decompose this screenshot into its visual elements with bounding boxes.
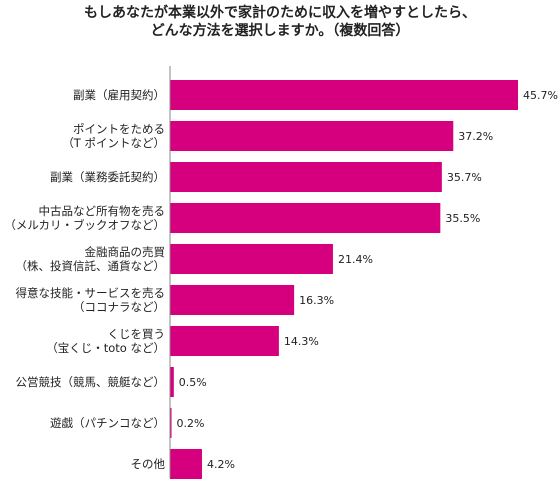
category-label-3-1: （メルカリ・ブックオフなど）	[4, 218, 165, 232]
value-label-9: 4.2%	[207, 458, 235, 471]
bar-5	[170, 285, 295, 315]
value-label-5: 16.3%	[299, 294, 334, 307]
chart-title-line-2: どんな方法を選択しますか。（複数回答）	[150, 23, 410, 39]
category-label-6-0: くじを買う	[108, 327, 166, 341]
value-label-6: 14.3%	[284, 335, 319, 348]
bar-2	[170, 162, 442, 192]
category-label-2-0: 副業（業務委託契約）	[50, 170, 165, 184]
value-label-1: 37.2%	[458, 130, 493, 143]
chart-title-line-1: もしあなたが本業以外で家計のために収入を増やすとしたら、	[84, 5, 476, 21]
bar-7	[170, 367, 174, 397]
value-label-8: 0.2%	[177, 417, 205, 430]
category-label-4-0: 金融商品の売買	[85, 245, 166, 259]
category-label-4-1: （株、投資信託、通貨など）	[16, 259, 166, 273]
category-label-8-0: 遊戯（パチンコなど）	[50, 416, 165, 430]
value-label-3: 35.5%	[445, 212, 480, 225]
bar-6	[170, 326, 279, 356]
category-label-7-0: 公営競技（競馬、競艇など）	[16, 375, 166, 389]
value-label-4: 21.4%	[338, 253, 373, 266]
bar-1	[170, 121, 454, 151]
category-label-0-0: 副業（雇用契約）	[73, 88, 165, 102]
bar-9	[170, 449, 202, 479]
value-label-2: 35.7%	[447, 171, 482, 184]
category-label-3-0: 中古品など所有物を売る	[39, 204, 166, 218]
category-label-5-0: 得意な技能・サービスを売る	[16, 286, 166, 300]
value-label-0: 45.7%	[523, 89, 558, 102]
value-label-7: 0.5%	[179, 376, 207, 389]
category-label-6-1: （宝くじ・toto など）	[46, 341, 165, 355]
category-label-5-1: （ココナラなど）	[73, 300, 165, 314]
category-label-9-0: その他	[131, 457, 166, 471]
bar-4	[170, 244, 333, 274]
chart-title: もしあなたが本業以外で家計のために収入を増やすとしたら、 どんな方法を選択します…	[0, 4, 560, 40]
bar-8	[170, 408, 172, 438]
category-label-1-0: ポイントをためる	[73, 122, 165, 136]
category-label-1-1: （T ポイントなど）	[62, 136, 165, 150]
bar-0	[170, 80, 518, 110]
bar-3	[170, 203, 441, 233]
